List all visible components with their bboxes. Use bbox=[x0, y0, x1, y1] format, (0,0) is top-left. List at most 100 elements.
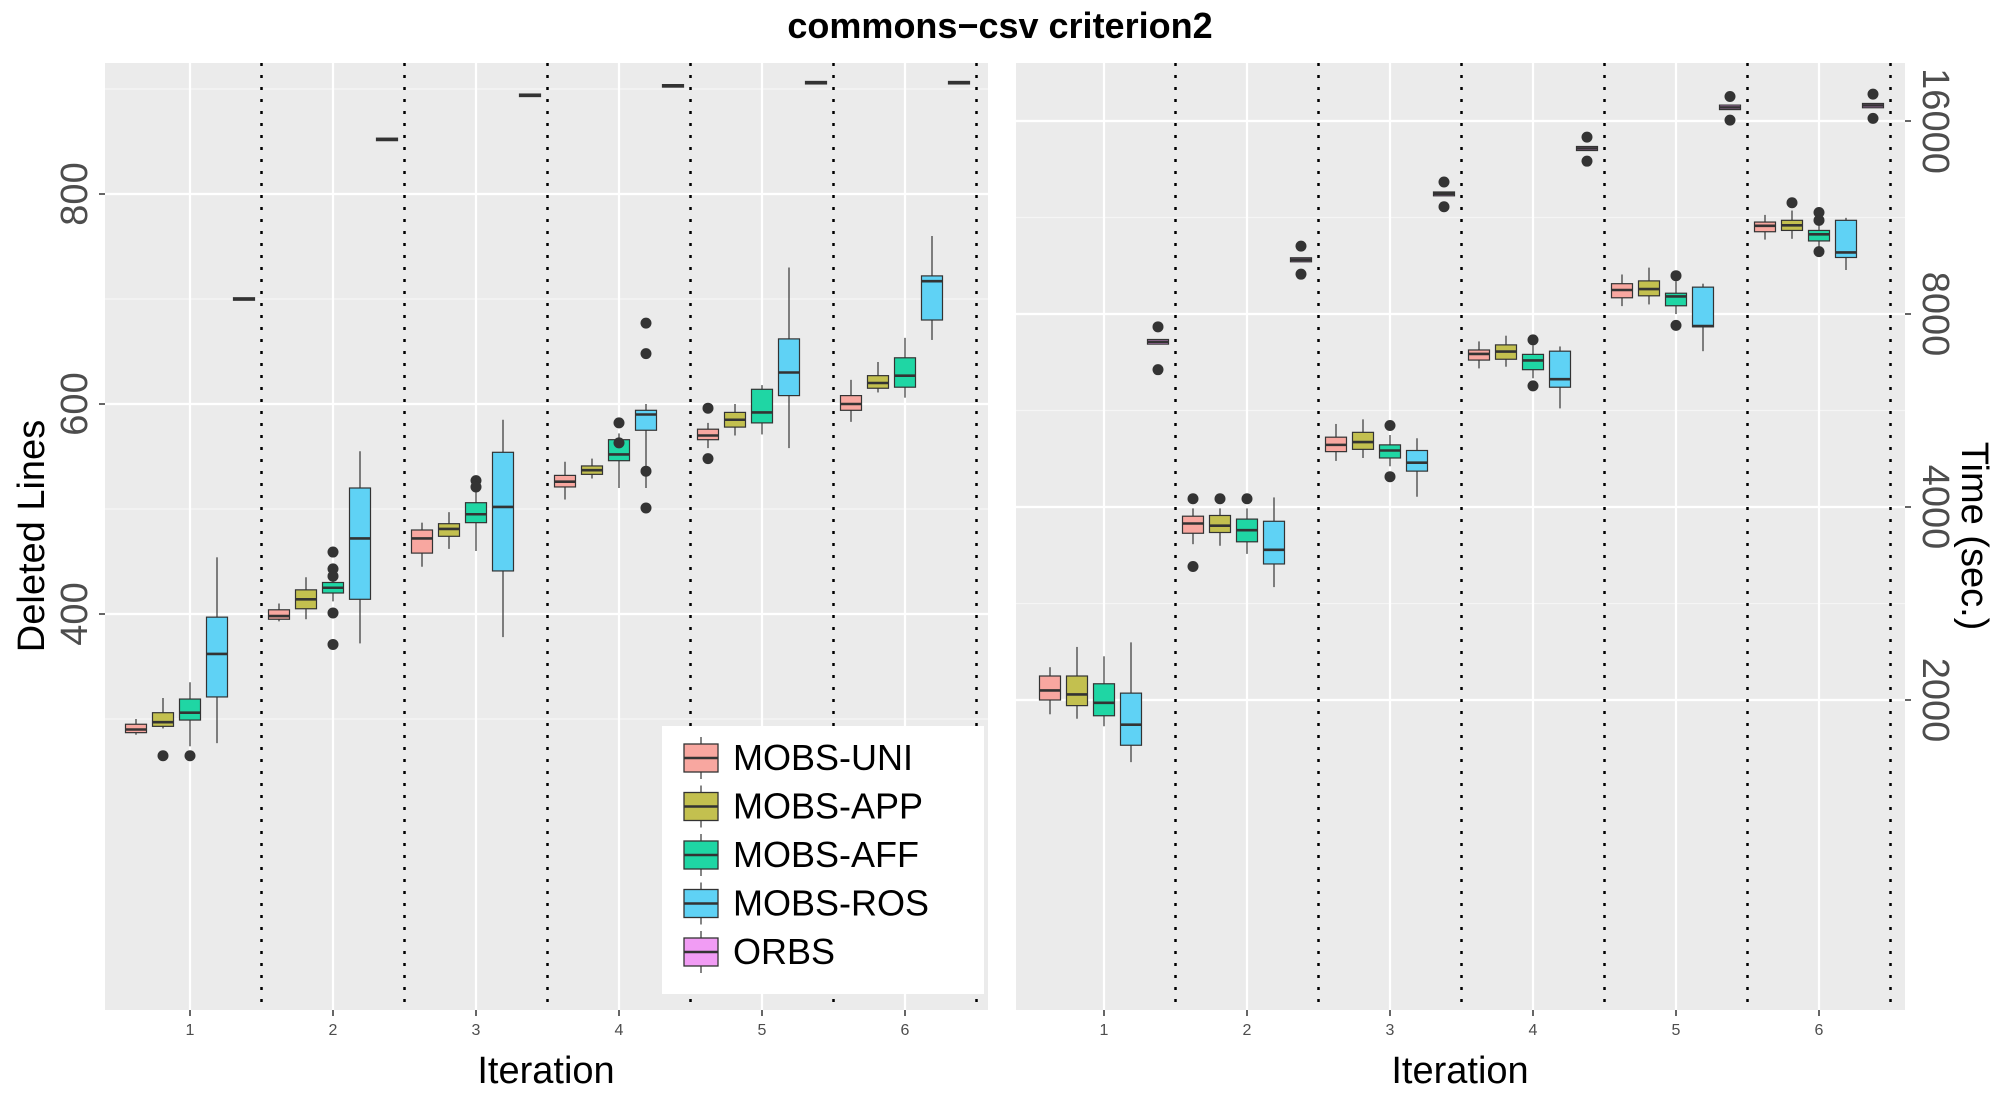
box-mobs-uni-iteration-6 bbox=[1753, 214, 1777, 240]
iqr-box bbox=[750, 388, 774, 424]
iqr-box bbox=[410, 529, 434, 554]
box-orbs-iteration-5 bbox=[804, 80, 828, 85]
box-mobs-app-iteration-2 bbox=[294, 577, 318, 620]
x-tick-label: 5 bbox=[1672, 1022, 1681, 1039]
iqr-box bbox=[491, 451, 515, 572]
x-tick-label: 3 bbox=[1386, 1022, 1395, 1039]
x-tick-label: 5 bbox=[758, 1022, 767, 1039]
iqr-box bbox=[1092, 683, 1116, 717]
iqr-box bbox=[1119, 692, 1143, 746]
box-orbs-iteration-5 bbox=[1718, 91, 1742, 126]
box-orbs-iteration-3 bbox=[518, 93, 542, 98]
box-mobs-app-iteration-4 bbox=[580, 458, 604, 479]
outlier-point bbox=[1724, 114, 1736, 126]
iqr-box bbox=[178, 698, 202, 721]
legend: MOBS-UNI MOBS-APP MOBS-AFF MOBS-ROS ORBS bbox=[662, 726, 984, 994]
iqr-box bbox=[1807, 229, 1831, 242]
box-mobs-app-iteration-1 bbox=[151, 698, 175, 762]
box-mobs-uni-iteration-4 bbox=[1467, 341, 1491, 369]
box-mobs-uni-iteration-1 bbox=[1038, 667, 1062, 715]
iqr-box bbox=[1262, 520, 1286, 565]
box-mobs-app-iteration-2 bbox=[1208, 493, 1232, 546]
y-tick-label: 4000 bbox=[1914, 465, 1956, 550]
box-mobs-aff-iteration-1 bbox=[1092, 656, 1116, 727]
left-panel: 400 600 800 1 2 3 4 5 6 Iteration Deleted Lines bbox=[11, 63, 988, 1092]
outlier-point bbox=[1786, 197, 1798, 209]
outlier-point bbox=[1813, 246, 1825, 258]
box-mobs-aff-iteration-6 bbox=[893, 337, 917, 398]
outlier-point bbox=[1214, 493, 1226, 505]
outlier-point bbox=[1187, 561, 1199, 573]
outlier-point bbox=[702, 402, 714, 414]
y-tick-label: 8000 bbox=[1914, 272, 1956, 357]
box-mobs-ros-iteration-4 bbox=[1548, 346, 1572, 409]
iqr-box bbox=[1038, 675, 1062, 701]
box-mobs-uni-iteration-1 bbox=[124, 719, 148, 735]
box-mobs-ros-iteration-3 bbox=[1405, 438, 1429, 497]
y-tick-label: 800 bbox=[54, 162, 96, 225]
iqr-box bbox=[464, 502, 488, 524]
iqr-box bbox=[1834, 219, 1858, 259]
legend-entry-mobs-aff: MOBS-AFF bbox=[683, 834, 919, 876]
y-tick-label: 600 bbox=[54, 372, 96, 435]
box-mobs-app-iteration-3 bbox=[437, 512, 461, 549]
legend-entry-mobs-uni: MOBS-UNI bbox=[683, 737, 913, 779]
outlier-point bbox=[1295, 240, 1307, 252]
outlier-point bbox=[1670, 319, 1682, 331]
right-panel: 2000 4000 8000 16000 1 2 3 4 5 6 Iteration Time … bbox=[1016, 63, 1995, 1092]
outlier-point bbox=[327, 638, 339, 650]
iqr-box bbox=[1065, 675, 1089, 707]
x-tick-label: 6 bbox=[1815, 1022, 1824, 1039]
x-tick-label: 4 bbox=[1529, 1022, 1538, 1039]
x-tick-label: 1 bbox=[1100, 1022, 1109, 1039]
iqr-box bbox=[267, 609, 291, 620]
outlier-point bbox=[184, 750, 196, 762]
box-mobs-ros-iteration-2 bbox=[348, 451, 372, 644]
box-mobs-app-iteration-1 bbox=[1065, 646, 1089, 719]
outlier-point bbox=[1581, 155, 1593, 167]
left-y-ticks: 400 600 800 bbox=[54, 162, 105, 646]
box-mobs-ros-iteration-6 bbox=[920, 236, 944, 340]
legend-label: MOBS-ROS bbox=[733, 883, 929, 924]
x-tick-label: 4 bbox=[615, 1022, 624, 1039]
outlier-point bbox=[1813, 206, 1825, 218]
box-mobs-app-iteration-3 bbox=[1351, 419, 1375, 458]
box-mobs-ros-iteration-2 bbox=[1262, 497, 1286, 588]
box-mobs-uni-iteration-2 bbox=[1181, 493, 1205, 573]
outlier-point bbox=[613, 437, 625, 449]
outlier-point bbox=[1152, 321, 1164, 333]
iqr-box bbox=[1691, 286, 1715, 328]
legend-label: ORBS bbox=[733, 931, 835, 972]
outlier-point bbox=[327, 607, 339, 619]
box-orbs-iteration-6 bbox=[947, 80, 971, 85]
left-x-ticks: 1 2 3 4 5 6 bbox=[186, 1010, 910, 1039]
box-mobs-aff-iteration-2 bbox=[321, 546, 345, 650]
box-mobs-aff-iteration-3 bbox=[464, 475, 488, 551]
outlier-point bbox=[1581, 131, 1593, 143]
left-boxes bbox=[124, 80, 971, 762]
outlier-point bbox=[1152, 364, 1164, 376]
outlier-point bbox=[1438, 201, 1450, 213]
iqr-box bbox=[920, 275, 944, 321]
box-orbs-iteration-6 bbox=[1861, 88, 1885, 124]
box-mobs-app-iteration-6 bbox=[866, 362, 890, 393]
box-mobs-aff-iteration-5 bbox=[1664, 270, 1688, 331]
box-mobs-ros-iteration-6 bbox=[1834, 217, 1858, 270]
outlier-point bbox=[613, 417, 625, 429]
x-tick-label: 2 bbox=[1243, 1022, 1252, 1039]
outlier-point bbox=[1813, 214, 1825, 226]
outlier-point bbox=[327, 570, 339, 582]
iqr-box bbox=[1208, 514, 1232, 534]
box-orbs-iteration-3 bbox=[1432, 176, 1456, 213]
box-mobs-ros-iteration-1 bbox=[205, 557, 229, 744]
outlier-point bbox=[157, 750, 169, 762]
outlier-point bbox=[702, 453, 714, 465]
x-tick-label: 6 bbox=[901, 1022, 910, 1039]
box-orbs-iteration-1 bbox=[232, 297, 256, 301]
outlier-point bbox=[1670, 270, 1682, 282]
box-orbs-iteration-4 bbox=[1575, 131, 1599, 167]
box-mobs-ros-iteration-4 bbox=[634, 317, 658, 514]
box-mobs-aff-iteration-2 bbox=[1235, 493, 1259, 554]
legend-label: MOBS-UNI bbox=[733, 737, 913, 778]
